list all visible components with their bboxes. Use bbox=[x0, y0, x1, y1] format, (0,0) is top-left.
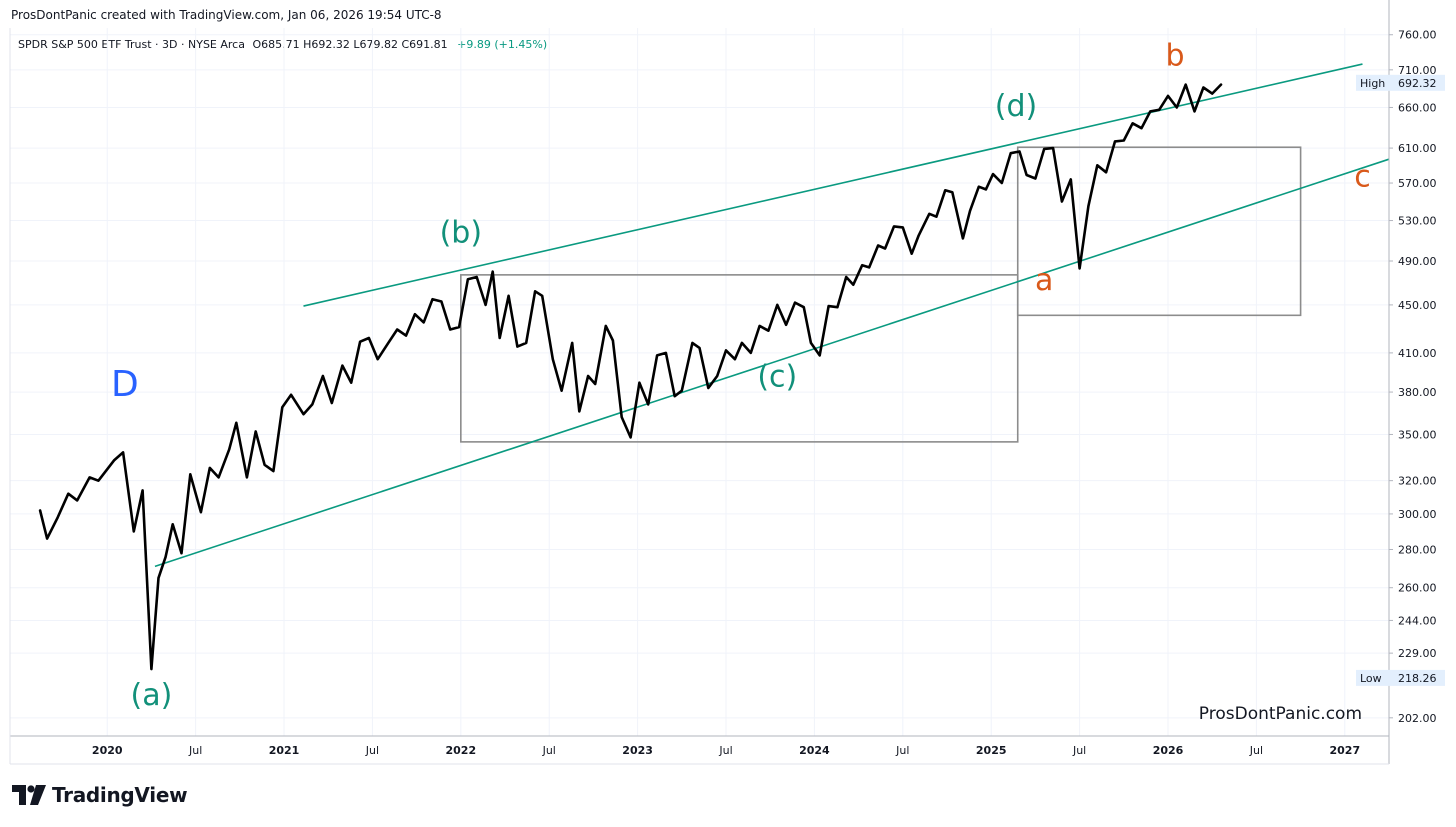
consolidation-box-2 bbox=[1016, 146, 1302, 317]
ohlc-values: O685.71 H692.32 L679.82 C691.81 bbox=[252, 38, 448, 51]
x-tick-label: Jul bbox=[1072, 744, 1086, 757]
x-tick-label: Jul bbox=[895, 744, 909, 757]
y-tick-label: 490.00 bbox=[1398, 255, 1437, 268]
wave-d-paren-label: (d) bbox=[995, 89, 1037, 124]
wave-a-paren-label: (a) bbox=[131, 678, 173, 713]
price-label-high: High 692.32 bbox=[1356, 74, 1445, 91]
y-tick-label: 280.00 bbox=[1398, 543, 1437, 556]
lower-channel bbox=[154, 158, 1390, 568]
channel-lines bbox=[154, 63, 1390, 568]
wave-b-paren-label: (b) bbox=[440, 215, 482, 250]
upper-channel bbox=[303, 63, 1363, 307]
x-tick-label: 2020 bbox=[92, 744, 123, 757]
x-tick-label: 2025 bbox=[976, 744, 1007, 757]
x-tick-label: Jul bbox=[542, 744, 556, 757]
price-label-name: Low bbox=[1360, 672, 1382, 685]
x-tick-label: Jul bbox=[718, 744, 732, 757]
tradingview-logo[interactable]: TradingView bbox=[12, 783, 188, 807]
y-tick-label: 350.00 bbox=[1398, 428, 1437, 441]
wave-D-label: D bbox=[111, 364, 139, 405]
y-tick-label: 380.00 bbox=[1398, 386, 1437, 399]
y-tick-label: 410.00 bbox=[1398, 347, 1437, 360]
y-tick-label: 300.00 bbox=[1398, 508, 1437, 521]
y-tick-label: 260.00 bbox=[1398, 582, 1437, 595]
wave-b-label: b bbox=[1166, 38, 1185, 73]
y-tick-label: 229.00 bbox=[1398, 647, 1437, 660]
x-tick-label: 2027 bbox=[1329, 744, 1360, 757]
tradingview-brand-text: TradingView bbox=[52, 783, 188, 807]
y-tick-label: 610.00 bbox=[1398, 142, 1437, 155]
price-label-bg bbox=[1356, 74, 1445, 91]
y-tick-label: 710.00 bbox=[1398, 64, 1437, 77]
x-tick-label: 2021 bbox=[269, 744, 300, 757]
y-tick-label: 320.00 bbox=[1398, 475, 1437, 488]
wave-annotations: D (a) (b) (c) (d) a b c bbox=[111, 38, 1371, 713]
consolidation-box-1 bbox=[460, 274, 1019, 443]
x-tick-label: 2024 bbox=[799, 744, 830, 757]
price-label-value: 692.32 bbox=[1398, 77, 1437, 90]
price-line-spy bbox=[38, 83, 1223, 671]
wave-c-paren-label: (c) bbox=[757, 360, 797, 395]
x-tick-label: 2022 bbox=[446, 744, 477, 757]
y-tick-label: 570.00 bbox=[1398, 177, 1437, 190]
price-series bbox=[38, 83, 1223, 671]
wave-c-label: c bbox=[1354, 160, 1371, 195]
y-tick-label: 244.00 bbox=[1398, 614, 1437, 627]
x-tick-label: Jul bbox=[1249, 744, 1263, 757]
tradingview-logo-icon bbox=[12, 785, 46, 805]
chart-attribution: ProsDontPanic created with TradingView.c… bbox=[11, 8, 442, 22]
y-tick-label: 530.00 bbox=[1398, 215, 1437, 228]
consolidation-boxes bbox=[460, 146, 1302, 443]
symbol-info: SPDR S&P 500 ETF Trust · 3D · NYSE Arca … bbox=[18, 38, 547, 51]
symbol-name: SPDR S&P 500 ETF Trust · 3D · NYSE Arca bbox=[18, 38, 245, 51]
watermark-text: ProsDontPanic.com bbox=[1199, 704, 1362, 724]
wave-a-label: a bbox=[1035, 263, 1053, 298]
price-label-value: 218.26 bbox=[1398, 672, 1437, 685]
x-tick-label: Jul bbox=[365, 744, 379, 757]
grid-lines bbox=[10, 28, 1389, 736]
x-tick-label: Jul bbox=[188, 744, 202, 757]
price-label-bg bbox=[1356, 669, 1445, 686]
axes: 760.00 710.00 660.00 610.00 570.00 530.00 490.… bbox=[9, 0, 1445, 765]
price-label-low: Low 218.26 bbox=[1356, 669, 1445, 686]
x-tick-label: 2026 bbox=[1153, 744, 1184, 757]
price-label-name: High bbox=[1360, 77, 1385, 90]
y-tick-label: 660.00 bbox=[1398, 101, 1437, 114]
y-tick-label: 202.00 bbox=[1398, 712, 1437, 725]
y-tick-label: 450.00 bbox=[1398, 299, 1437, 312]
price-change: +9.89 (+1.45%) bbox=[457, 38, 548, 51]
y-tick-label: 760.00 bbox=[1398, 29, 1437, 42]
x-tick-label: 2023 bbox=[622, 744, 653, 757]
